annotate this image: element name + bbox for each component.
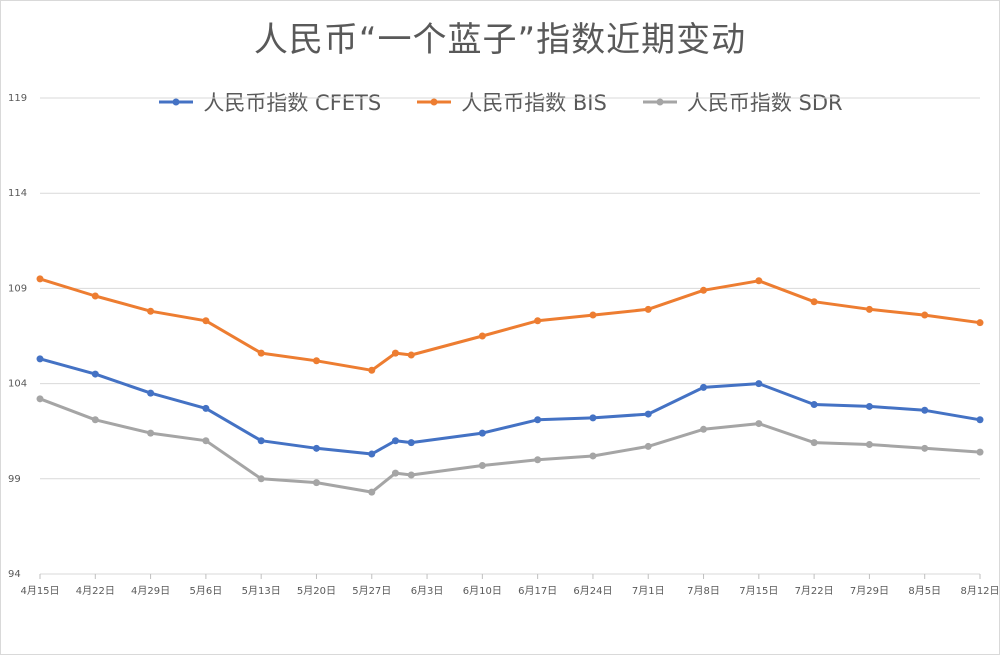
- x-tick-label: 7月8日: [687, 585, 720, 597]
- series-point-2: [755, 420, 763, 428]
- series-point-1: [257, 349, 265, 357]
- series-point-2: [368, 488, 376, 496]
- series-point-0: [644, 410, 652, 418]
- x-tick-label: 8月5日: [908, 585, 941, 597]
- series-point-2: [921, 444, 929, 452]
- series-point-2: [36, 395, 44, 403]
- series-point-1: [147, 307, 155, 315]
- y-tick-label: 94: [8, 569, 21, 580]
- series-point-0: [534, 416, 542, 424]
- series-point-0: [921, 406, 929, 414]
- series-line-2: [38, 397, 982, 494]
- series-point-0: [368, 450, 376, 458]
- series-point-2: [202, 437, 210, 445]
- series-point-0: [700, 383, 708, 391]
- legend-swatch-cfets: [159, 98, 194, 106]
- series-line-1: [38, 277, 982, 372]
- series-line-0: [38, 357, 982, 456]
- series-point-2: [478, 461, 486, 469]
- series-point-2: [407, 471, 415, 479]
- series-point-0: [91, 370, 99, 378]
- x-tick-label: 5月27日: [352, 585, 391, 597]
- series-point-2: [312, 479, 320, 487]
- series-point-2: [700, 425, 708, 433]
- x-tick-label: 5月13日: [242, 585, 281, 597]
- series-point-2: [644, 442, 652, 450]
- series-point-2: [147, 429, 155, 437]
- series-point-1: [534, 317, 542, 325]
- series-point-2: [91, 416, 99, 424]
- series-point-0: [147, 389, 155, 397]
- series-point-0: [407, 439, 415, 447]
- x-tick-label: 8月12日: [960, 585, 999, 597]
- legend-item-bis: 人民币指数 BIS: [415, 87, 607, 117]
- x-tick-label: 7月29日: [850, 585, 889, 597]
- legend: 人民币指数 CFETS 人民币指数 BIS 人民币指数 SDR: [0, 86, 1000, 118]
- x-tick-label: 5月6日: [190, 585, 223, 597]
- series-point-0: [478, 429, 486, 437]
- series-point-1: [407, 351, 415, 359]
- series-point-1: [589, 311, 597, 319]
- y-tick-label: 99: [8, 474, 21, 485]
- y-tick-label: 119: [8, 93, 27, 104]
- x-tick-label: 7月1日: [632, 585, 665, 597]
- series-point-1: [976, 319, 984, 327]
- series-point-1: [755, 277, 763, 285]
- x-tick-label: 5月20日: [297, 585, 336, 597]
- series-point-1: [644, 305, 652, 313]
- series-point-2: [257, 475, 265, 483]
- series-point-0: [391, 437, 399, 445]
- x-tick-label: 6月24日: [573, 585, 612, 597]
- series-point-0: [312, 444, 320, 452]
- series-point-0: [202, 404, 210, 412]
- series-point-2: [534, 456, 542, 464]
- series-point-0: [976, 416, 984, 424]
- x-tick-label: 6月3日: [411, 585, 444, 597]
- series-point-0: [36, 355, 44, 363]
- series-point-0: [589, 414, 597, 422]
- x-tick-label: 6月17日: [518, 585, 557, 597]
- legend-swatch-sdr: [642, 98, 677, 106]
- x-tick-label: 4月15日: [20, 585, 59, 597]
- series-point-1: [478, 332, 486, 340]
- series-point-1: [202, 317, 210, 325]
- series-point-0: [865, 402, 873, 410]
- series-point-1: [36, 275, 44, 283]
- series-point-0: [257, 437, 265, 445]
- legend-label-bis: 人民币指数 BIS: [461, 91, 607, 115]
- legend-swatch-bis: [417, 98, 452, 106]
- series-point-1: [312, 357, 320, 365]
- y-tick-label: 109: [8, 283, 27, 294]
- series-point-1: [865, 305, 873, 313]
- y-tick-label: 114: [8, 188, 27, 199]
- y-tick-label: 104: [8, 379, 27, 390]
- series-point-1: [391, 349, 399, 357]
- x-tick-label: 6月10日: [463, 585, 502, 597]
- legend-label-cfets: 人民币指数 CFETS: [203, 91, 382, 115]
- chart-title: 人民币“一个蓝子”指数近期变动: [253, 20, 747, 60]
- x-tick-label: 7月15日: [739, 585, 778, 597]
- x-tick-label: 4月29日: [131, 585, 170, 597]
- series-point-1: [700, 286, 708, 294]
- series-point-1: [921, 311, 929, 319]
- legend-label-sdr: 人民币指数 SDR: [686, 91, 843, 115]
- legend-item-cfets: 人民币指数 CFETS: [157, 87, 381, 117]
- series-point-1: [368, 366, 376, 374]
- series-point-2: [865, 441, 873, 449]
- x-tick-label: 7月22日: [795, 585, 834, 597]
- series-point-1: [810, 298, 818, 306]
- series-point-0: [810, 401, 818, 409]
- x-tick-label: 4月22日: [76, 585, 115, 597]
- series-point-1: [91, 292, 99, 300]
- series-point-0: [755, 380, 763, 388]
- series-point-2: [391, 469, 399, 477]
- series-point-2: [976, 448, 984, 456]
- legend-item-sdr: 人民币指数 SDR: [641, 87, 843, 117]
- series-point-2: [810, 439, 818, 447]
- series-point-2: [589, 452, 597, 460]
